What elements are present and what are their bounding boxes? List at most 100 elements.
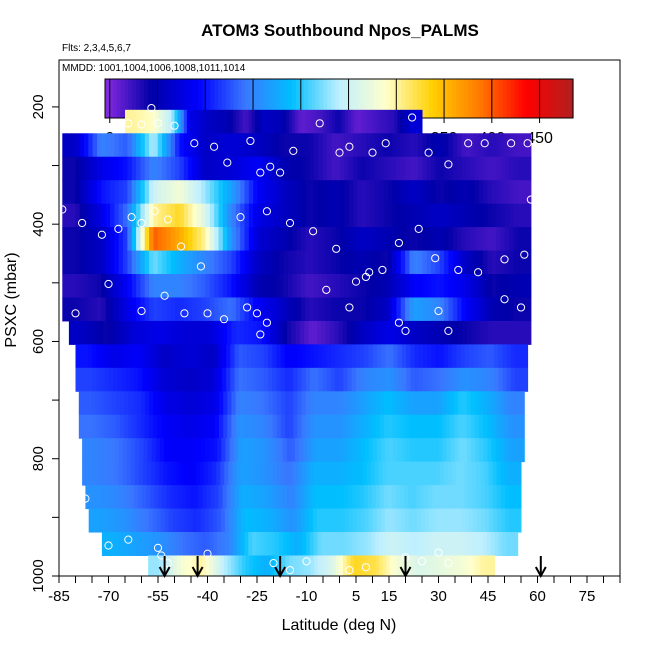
heat-cell xyxy=(287,133,293,158)
heat-cell xyxy=(244,250,250,275)
colorbar-segment xyxy=(385,79,391,118)
heat-cell xyxy=(265,320,271,345)
heat-cell xyxy=(155,461,160,486)
heat-cell xyxy=(344,508,350,533)
heat-cell xyxy=(274,133,280,158)
colorbar-segment xyxy=(132,79,137,118)
heat-cell xyxy=(75,344,81,369)
heat-cell xyxy=(97,227,102,252)
heat-cell xyxy=(322,180,328,205)
heat-cell xyxy=(217,344,223,369)
heat-cell xyxy=(245,109,250,134)
heat-cell xyxy=(440,532,446,556)
heat-cell xyxy=(348,227,354,252)
heat-cell xyxy=(274,485,280,510)
heat-cell xyxy=(309,227,315,252)
heat-cell xyxy=(151,461,156,486)
heat-cell xyxy=(433,555,438,576)
heat-cell xyxy=(231,180,237,205)
heat-cell xyxy=(205,227,211,252)
heat-cell xyxy=(439,133,445,158)
heat-cell xyxy=(504,461,510,486)
heat-cell xyxy=(357,133,363,158)
heat-cell xyxy=(217,532,222,556)
heat-cell xyxy=(218,320,224,345)
heat-cell xyxy=(513,156,519,181)
heat-cell xyxy=(286,532,292,556)
colorbar-segment xyxy=(534,79,539,118)
heat-cell xyxy=(305,180,311,205)
heat-cell xyxy=(62,250,68,275)
heat-cell xyxy=(474,227,480,252)
heat-cell xyxy=(485,344,491,369)
heat-cell xyxy=(227,156,233,181)
heat-cell xyxy=(208,109,213,134)
heat-cell xyxy=(102,461,107,486)
sample-point xyxy=(252,309,262,318)
heat-cell xyxy=(221,438,226,463)
heat-cell xyxy=(162,133,167,158)
heat-cell xyxy=(115,391,121,416)
heat-cell xyxy=(431,203,436,228)
heat-cell xyxy=(388,508,394,533)
heat-cell xyxy=(158,320,164,345)
heat-cell xyxy=(300,250,306,275)
heat-cell xyxy=(374,203,380,228)
heat-cell xyxy=(395,485,401,510)
sample-point xyxy=(345,303,354,312)
heat-cell xyxy=(426,297,432,322)
heat-cell xyxy=(315,438,321,463)
heat-cell xyxy=(353,156,358,181)
heat-cell xyxy=(335,180,341,205)
heat-cell xyxy=(483,203,489,228)
heat-cell xyxy=(242,109,247,134)
heat-cell xyxy=(282,532,288,556)
heat-cell xyxy=(240,532,245,556)
heat-cell xyxy=(359,532,365,556)
heat-cell xyxy=(113,344,118,369)
heat-cell xyxy=(79,156,85,181)
heat-cell xyxy=(388,391,393,416)
heat-cell xyxy=(444,532,449,556)
heat-cell xyxy=(339,344,344,369)
heat-cell xyxy=(123,203,128,228)
colorbar-segment xyxy=(315,79,321,118)
heat-cell xyxy=(460,508,466,533)
heat-cell xyxy=(305,367,311,392)
heat-cell xyxy=(175,320,181,345)
heat-cell xyxy=(351,320,357,345)
heat-cell xyxy=(134,367,139,392)
heat-cell xyxy=(326,367,332,392)
heat-cell xyxy=(331,250,337,275)
heat-cell xyxy=(346,391,352,416)
heat-cell xyxy=(66,180,72,205)
colorbar-segment xyxy=(311,79,317,118)
heat-cell xyxy=(450,391,455,416)
heat-cell xyxy=(161,414,166,439)
heat-cell xyxy=(133,485,139,510)
heat-cell xyxy=(266,180,272,205)
heat-cell xyxy=(438,438,443,463)
heat-cell xyxy=(110,133,115,158)
heat-cell xyxy=(105,227,111,252)
heat-cell xyxy=(151,532,157,556)
heat-cell xyxy=(296,180,302,205)
heat-cell xyxy=(296,274,302,298)
heat-cell xyxy=(364,555,369,576)
heat-cell xyxy=(223,414,228,439)
heat-cell xyxy=(83,344,89,369)
heat-cell xyxy=(157,133,163,158)
heat-cell xyxy=(512,485,518,510)
heat-cell xyxy=(506,367,512,392)
heat-cell xyxy=(283,133,289,158)
heat-cell xyxy=(335,274,341,298)
heat-cell xyxy=(357,156,363,181)
heat-cell xyxy=(177,414,183,439)
heat-cell xyxy=(252,320,258,345)
heat-cell xyxy=(331,274,337,298)
heat-cell xyxy=(188,250,193,275)
heat-cell xyxy=(289,461,294,486)
heat-cell xyxy=(248,250,254,275)
heat-cell xyxy=(176,508,182,533)
heat-cell xyxy=(160,508,166,533)
